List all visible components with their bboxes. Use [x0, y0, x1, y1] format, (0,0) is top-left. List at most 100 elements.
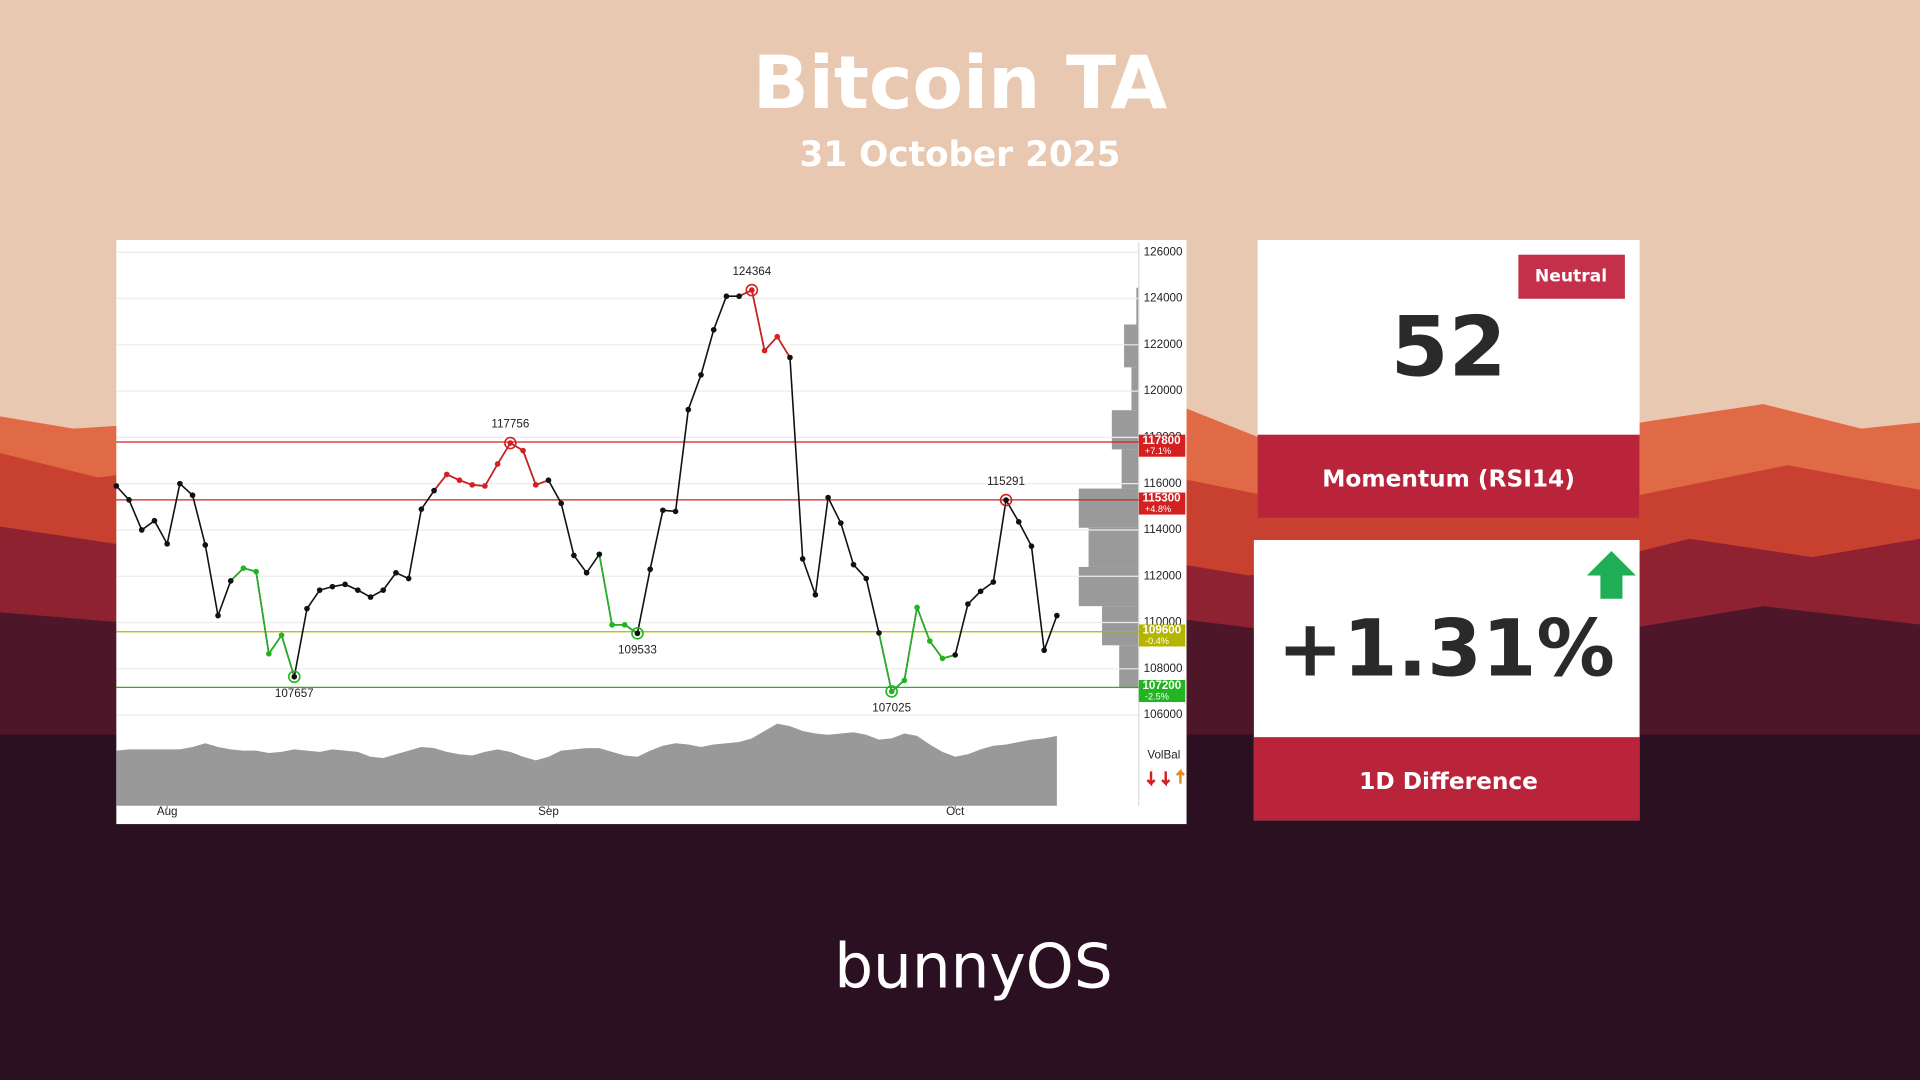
- price-point: [405, 575, 412, 582]
- price-point: [380, 587, 387, 593]
- price-point: [710, 326, 717, 333]
- level-change: -0.4%: [1145, 636, 1169, 646]
- price-point: [520, 447, 526, 454]
- price-point: [494, 461, 501, 467]
- price-point: [1003, 497, 1009, 503]
- level-value: 109600: [1142, 624, 1181, 637]
- x-tick-label: Aug: [157, 805, 178, 818]
- price-point: [774, 333, 781, 340]
- indicator-arrows: [1146, 768, 1185, 787]
- price-point: [685, 406, 692, 413]
- level-change: +7.1%: [1145, 446, 1171, 456]
- arrow-icon: [1175, 768, 1185, 784]
- y-tick-label: 108000: [1144, 662, 1183, 675]
- price-point: [545, 477, 552, 484]
- rsi-band: [1257, 434, 1640, 518]
- marker-ring: [287, 670, 301, 684]
- price-point: [469, 482, 476, 488]
- marker-ring: [885, 685, 898, 698]
- level-tag: [1138, 492, 1186, 515]
- price-point: [749, 287, 755, 293]
- marker-label: 107025: [872, 702, 911, 715]
- price-point: [914, 604, 920, 611]
- difference-label: 1D Difference: [1359, 768, 1538, 795]
- price-point: [189, 492, 196, 499]
- price-point: [342, 581, 348, 588]
- x-tick-label: Oct: [946, 805, 965, 818]
- price-point: [1054, 612, 1060, 619]
- status-badge: [1518, 254, 1625, 299]
- price-point: [863, 575, 870, 582]
- price-point: [583, 569, 590, 576]
- plot: 1060001080001100001120001140001160001180…: [113, 242, 1186, 818]
- price-point: [723, 293, 730, 300]
- volume-profile: [1078, 287, 1139, 689]
- price-point: [634, 630, 641, 637]
- price-point: [672, 508, 679, 515]
- y-tick-label: 114000: [1144, 523, 1182, 536]
- price-point: [901, 677, 908, 684]
- price-point: [393, 569, 399, 576]
- marker-ring: [631, 627, 644, 640]
- profile-bar: [1136, 287, 1139, 325]
- price-point: [990, 579, 997, 585]
- y-tick-label: 124000: [1144, 292, 1183, 305]
- price-point: [456, 477, 463, 484]
- price-point: [240, 565, 247, 571]
- price-point: [660, 507, 666, 514]
- level-value: 115300: [1142, 492, 1180, 505]
- profile-bar: [1131, 367, 1139, 411]
- price-point: [443, 471, 450, 478]
- highlight-segment: [230, 567, 296, 677]
- level-value: 117800: [1142, 434, 1180, 447]
- y-tick-label: 120000: [1144, 384, 1183, 397]
- price-point: [876, 630, 882, 636]
- price-point: [621, 622, 628, 628]
- price-point: [609, 622, 615, 628]
- price-point: [939, 655, 946, 662]
- marker-ring: [745, 283, 759, 297]
- profile-bar: [1121, 449, 1139, 489]
- price-point: [227, 578, 234, 584]
- title: Bitcoin TA: [753, 41, 1168, 126]
- price-point: [558, 500, 564, 507]
- profile-bar: [1088, 527, 1139, 567]
- price-point: [799, 556, 806, 562]
- price-point: [418, 506, 425, 512]
- brand: bunnyOS: [834, 932, 1113, 1003]
- price-point: [164, 541, 170, 547]
- level-change: +4.8%: [1145, 504, 1171, 514]
- rsi-label: Momentum (RSI14): [1322, 466, 1575, 493]
- price-point: [837, 520, 844, 526]
- price-point: [787, 354, 793, 361]
- price-point: [482, 483, 488, 489]
- up-arrow: [1586, 551, 1636, 599]
- price-point: [952, 652, 959, 658]
- price-point: [126, 497, 132, 503]
- price-point: [812, 591, 819, 598]
- price-point: [1041, 647, 1047, 654]
- level-tag: [1138, 624, 1186, 647]
- marker-label: 117756: [491, 418, 529, 431]
- price-point: [571, 552, 577, 559]
- price-point: [329, 583, 336, 590]
- marker-label: 115291: [987, 475, 1025, 488]
- price-point: [850, 561, 857, 568]
- y-tick-label: 106000: [1144, 708, 1183, 721]
- date: 31 October 2025: [800, 135, 1121, 175]
- price-point: [355, 587, 361, 593]
- y-tick-label: 122000: [1144, 338, 1183, 351]
- price-point: [761, 347, 768, 354]
- profile-bar: [1102, 606, 1139, 646]
- highlight-segment: [598, 554, 638, 634]
- level-value: 107200: [1142, 679, 1181, 692]
- profile-bar: [1078, 488, 1139, 528]
- y-tick-label: 126000: [1144, 245, 1183, 258]
- price-point: [647, 566, 653, 573]
- marker-label: 107657: [275, 687, 314, 700]
- price-point: [316, 587, 323, 593]
- level-tag: [1138, 679, 1186, 703]
- price-point: [291, 673, 298, 680]
